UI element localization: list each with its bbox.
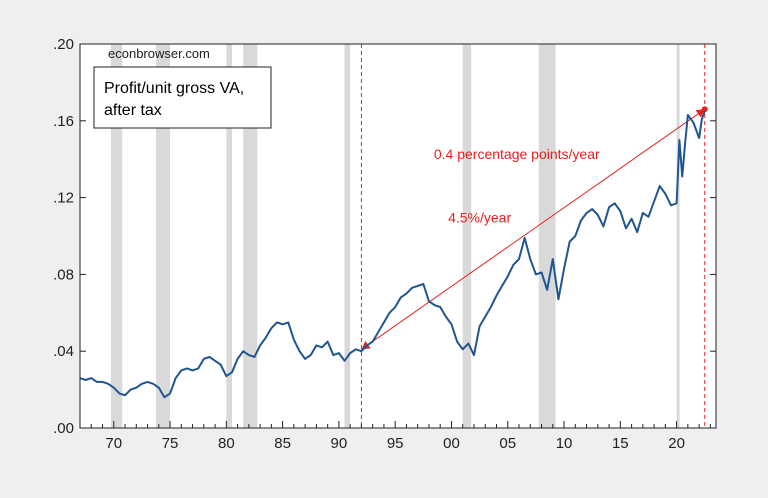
y-tick-label-2: .08	[53, 266, 74, 283]
recession-band-4	[344, 44, 351, 428]
recession-shading	[110, 44, 680, 428]
y-tick-label-5: .20	[53, 36, 74, 53]
recession-band-2	[226, 44, 232, 428]
series-group	[79, 110, 706, 399]
y-tick-label-3: .12	[53, 190, 74, 207]
x-tick-label-5: 95	[387, 435, 404, 452]
legend: Profit/unit gross VA, after tax	[93, 66, 272, 129]
x-axis-ticks: 70 75 80 85 90 95 00 05 10 15 20	[79, 421, 711, 452]
x-tick-label-4: 90	[331, 435, 348, 452]
watermark: econbrowser.com	[108, 46, 210, 61]
recession-band-0	[110, 44, 123, 428]
x-tick-label-6: 00	[443, 435, 460, 452]
x-tick-label-7: 05	[499, 435, 516, 452]
trend-end-arrowhead	[695, 109, 705, 118]
x-tick-label-3: 85	[274, 435, 291, 452]
x-tick-label-10: 20	[668, 435, 685, 452]
x-tick-label-0: 70	[105, 435, 122, 452]
y-tick-label-0: .00	[53, 420, 74, 437]
series-line-0	[79, 110, 706, 399]
y-axis-ticks: .00 .04 .08 .12 .16 .20	[53, 36, 716, 437]
x-tick-label-2: 80	[218, 435, 235, 452]
plot-frame	[79, 43, 717, 429]
y-tick-label-4: .16	[53, 113, 74, 130]
recession-band-6	[538, 44, 556, 428]
recession-band-3	[243, 44, 258, 428]
recession-band-7	[676, 44, 680, 428]
x-tick-label-9: 15	[612, 435, 629, 452]
axes	[79, 43, 717, 429]
x-tick-label-8: 10	[556, 435, 573, 452]
trend-end-marker	[701, 106, 708, 113]
recession-band-1	[155, 44, 171, 428]
trend-line	[361, 108, 706, 350]
legend-label-line-2: after tax	[104, 102, 162, 119]
legend-label-line-1: Profit/unit gross VA,	[104, 80, 244, 97]
x-tick-label-1: 75	[162, 435, 179, 452]
legend-box	[93, 66, 272, 129]
annotation-percent-per-year: 4.5%/year	[448, 210, 511, 226]
y-tick-label-1: .04	[53, 343, 74, 360]
annotation-percentage-points: 0.4 percentage points/year	[434, 146, 600, 162]
recession-band-5	[462, 44, 472, 428]
